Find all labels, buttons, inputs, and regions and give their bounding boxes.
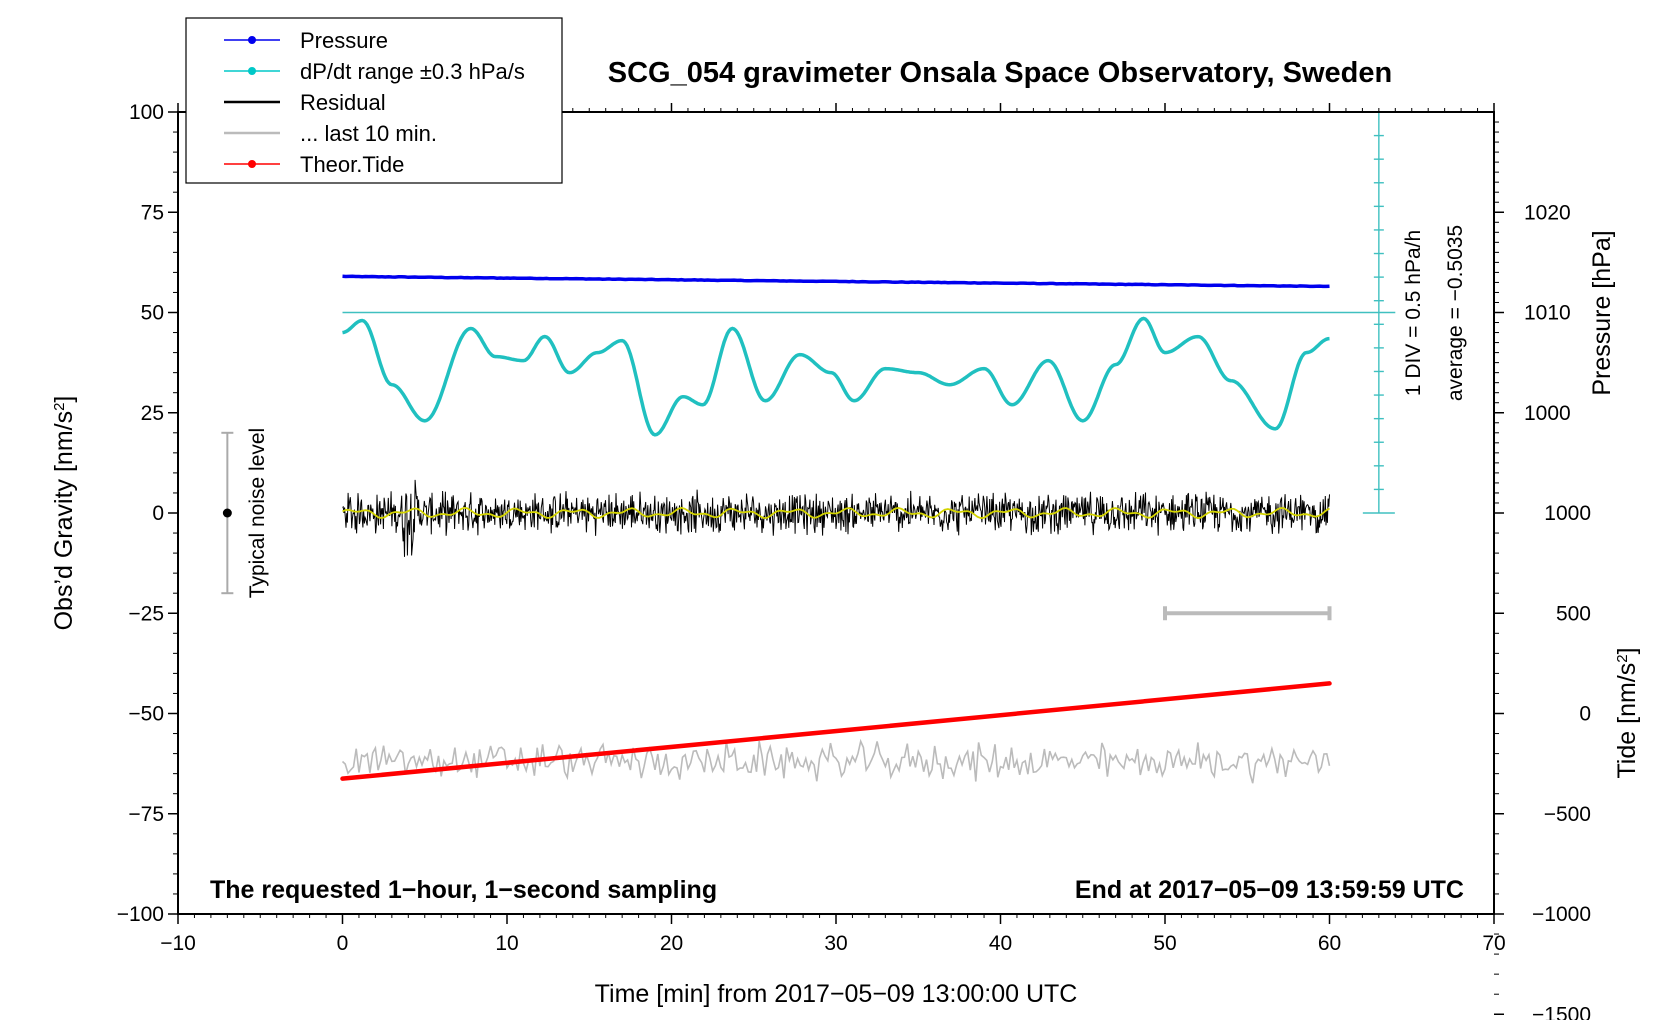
y-axis-pressure-title: Pressure [hPa] [1588,230,1616,395]
tide-tick-label: 0 [1579,703,1591,726]
y-tick-label: −25 [128,602,164,625]
y-axis-gravity: −100 −75 −50 −25 0 25 50 75 100 [117,101,178,926]
legend-label: Pressure [300,28,388,53]
y-tick-label: 25 [141,402,164,425]
legend-box [185,17,563,184]
y-tick-label: 50 [141,302,164,325]
pressure-tick-label: 1020 [1524,201,1571,224]
series-dpdt [342,316,1330,437]
pressure-tick-label: 1010 [1524,302,1571,325]
legend-marker [248,36,256,44]
x-tick-label: 30 [824,932,847,955]
x-tick-label: 40 [989,932,1012,955]
tide-tick-label: −1500 [1532,1003,1591,1020]
y-axis-left-title: Obs’d Gravity [nm/s2] [50,396,78,631]
tide-tick-label: −500 [1544,803,1591,826]
y-tick-label: −50 [128,703,164,726]
noise-level-label: Typical noise level [246,428,269,598]
y-tick-label: −75 [128,803,164,826]
tide-tick-label: 1000 [1544,502,1591,525]
series-residual [342,479,1330,557]
y-axis-tide: 1000 500 0 −500 −1000 −1500 [1494,492,1591,1020]
tide-tick-label: −1000 [1532,903,1591,926]
pressure-tick-label: 1000 [1524,402,1571,425]
legend-items: Pressure dP/dt range ±0.3 hPa/s Residual..… [224,28,525,177]
x-tick-label: 70 [1482,932,1505,955]
series-last-10-min [341,738,1331,784]
y-tick-label: 75 [141,201,164,224]
series-residual-smoothed [342,506,1330,520]
series-layer [340,274,1332,784]
footer-right: End at 2017−05−09 13:59:59 UTC [1075,876,1464,904]
x-tick-label: 60 [1318,932,1341,955]
x-axis: −10 0 10 20 30 40 50 60 70 [160,103,1506,955]
y-axis-pressure: 1000 1010 1020 [1494,121,1571,504]
series-theor-tide [340,681,1332,781]
legend-marker [248,67,256,75]
noise-level-dot [222,508,232,518]
legend-label: Residual [300,90,386,115]
x-tick-label: 50 [1153,932,1176,955]
y-axis-tide-title: Tide [nm/s2] [1613,647,1641,778]
x-axis-title: Time [min] from 2017−05−09 13:00:00 UTC [595,980,1078,1008]
tide-tick-label: 500 [1556,602,1591,625]
dpdt-scale-label: 1 DIV = 0.5 hPa/h [1402,230,1425,396]
x-tick-label: 20 [660,932,683,955]
chart-title: SCG_054 gravimeter Onsala Space Observat… [608,57,1392,89]
legend-label: ... last 10 min. [300,121,437,146]
x-tick-label: −10 [160,932,196,955]
x-tick-label: 10 [495,932,518,955]
footer-left: The requested 1−hour, 1−second sampling [210,876,717,904]
series-pressure [342,274,1330,289]
legend-label: dP/dt range ±0.3 hPa/s [300,59,525,84]
x-tick-label: 0 [337,932,349,955]
y-tick-label: 100 [129,101,164,124]
legend-label: Theor.Tide [300,152,404,177]
dpdt-average-label: average = −0.5035 [1444,225,1467,401]
y-tick-label: −100 [117,903,164,926]
y-tick-label: 0 [152,502,164,525]
legend-marker [248,160,256,168]
legend: Pressure dP/dt range ±0.3 hPa/s Residual..… [185,17,563,184]
